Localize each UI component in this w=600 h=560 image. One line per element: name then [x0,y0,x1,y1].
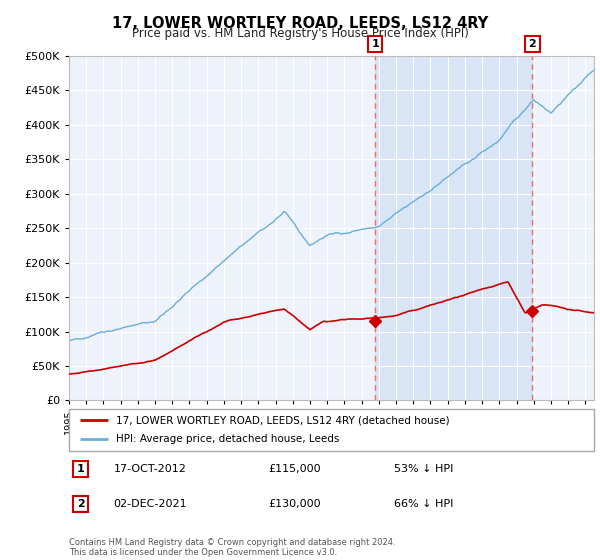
Text: 17, LOWER WORTLEY ROAD, LEEDS, LS12 4RY (detached house): 17, LOWER WORTLEY ROAD, LEEDS, LS12 4RY … [116,415,450,425]
Bar [375,56,532,400]
Text: £115,000: £115,000 [269,464,321,474]
Text: 17, LOWER WORTLEY ROAD, LEEDS, LS12 4RY: 17, LOWER WORTLEY ROAD, LEEDS, LS12 4RY [112,16,488,31]
Text: 1: 1 [371,39,379,49]
Text: HPI: Average price, detached house, Leeds: HPI: Average price, detached house, Leed… [116,435,340,445]
Text: 17-OCT-2012: 17-OCT-2012 [113,464,187,474]
Text: Price paid vs. HM Land Registry's House Price Index (HPI): Price paid vs. HM Land Registry's House … [131,27,469,40]
Text: 53% ↓ HPI: 53% ↓ HPI [395,464,454,474]
Text: Contains HM Land Registry data © Crown copyright and database right 2024.
This d: Contains HM Land Registry data © Crown c… [69,538,395,557]
Text: 1: 1 [77,464,85,474]
Text: 02-DEC-2021: 02-DEC-2021 [113,499,187,509]
Text: £130,000: £130,000 [269,499,321,509]
Text: 66% ↓ HPI: 66% ↓ HPI [395,499,454,509]
FancyBboxPatch shape [69,409,594,451]
Text: 2: 2 [529,39,536,49]
Text: 2: 2 [77,499,85,509]
